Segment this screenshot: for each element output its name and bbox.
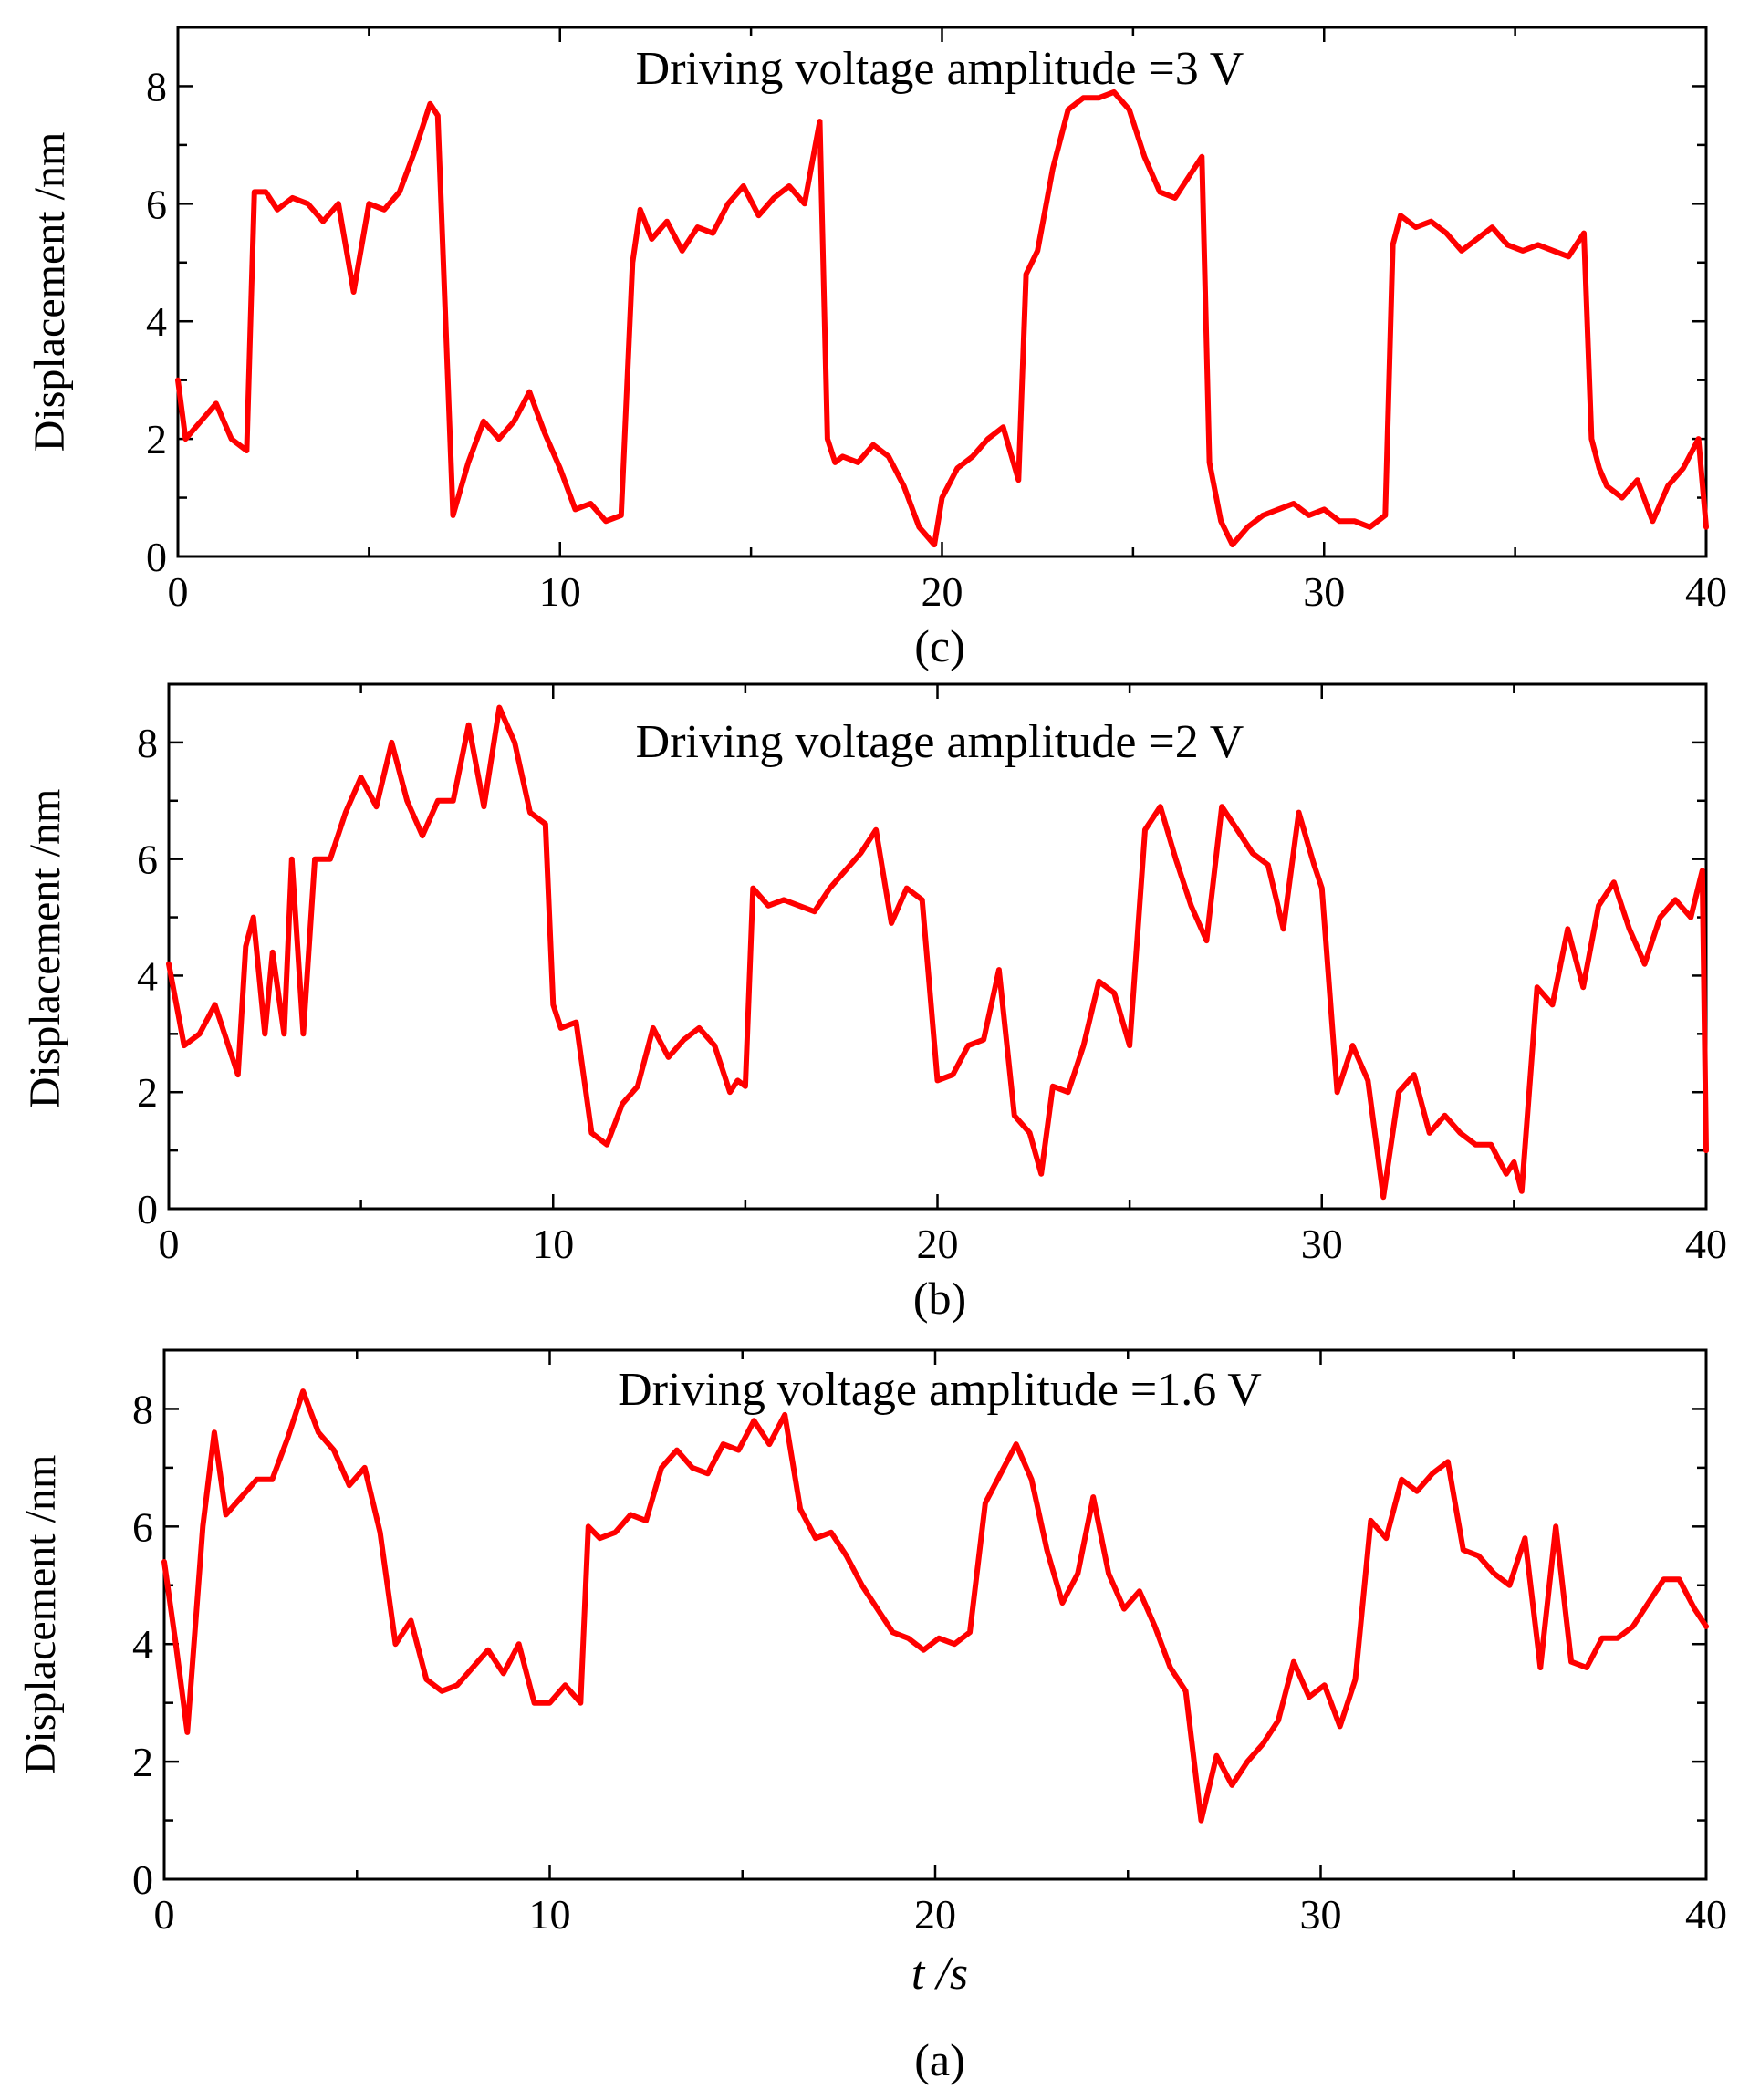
y-ticks: 0 2 4 6 8 — [146, 26, 1706, 580]
chart-title: Driving voltage amplitude =1.6 V — [618, 1364, 1262, 1416]
y-tick-label: 6 — [132, 1503, 153, 1550]
x-tick-label: 30 — [1301, 1221, 1343, 1267]
y-tick-label: 8 — [132, 1386, 153, 1432]
x-tick-label: 20 — [917, 1221, 959, 1267]
y-tick-label: 6 — [146, 181, 167, 227]
y-tick-label: 4 — [132, 1621, 153, 1668]
x-tick-label: 10 — [539, 568, 581, 615]
panel-b: 0 2 4 6 8 0 10 20 30 40 Driving voltage amplitud… — [21, 682, 1727, 1324]
y-tick-label: 0 — [137, 1186, 158, 1232]
series-lines — [161, 1388, 1709, 1824]
x-tick-label: 20 — [914, 1891, 956, 1938]
x-ticks: 0 10 20 30 40 — [159, 684, 1727, 1267]
x-tick-label: 40 — [1685, 1221, 1727, 1267]
chart-title: Driving voltage amplitude =3 V — [636, 43, 1244, 95]
y-tick-label: 0 — [132, 1856, 153, 1903]
x-tick-label: 40 — [1685, 1891, 1727, 1938]
x-axis-label: t /s — [911, 1948, 968, 2000]
x-tick-label: 10 — [529, 1891, 571, 1938]
y-axis-label: Displacement /nm — [16, 1455, 65, 1775]
y-tick-label: 4 — [146, 298, 167, 345]
series-lines — [166, 704, 1709, 1201]
panel-caption: (b) — [913, 1273, 966, 1324]
y-tick-label: 2 — [132, 1739, 153, 1785]
x-tick-label: 0 — [159, 1221, 180, 1267]
x-tick-label: 30 — [1303, 568, 1345, 615]
y-tick-label: 2 — [146, 416, 167, 463]
panel-c: 0 2 4 6 8 0 10 20 30 40 Driving voltage amplitud… — [26, 26, 1727, 671]
y-axis-label: Displacement /nm — [26, 132, 74, 452]
y-tick-label: 2 — [137, 1069, 158, 1116]
panel-caption: (c) — [914, 620, 965, 671]
y-tick-label: 8 — [146, 63, 167, 109]
panel-caption: (a) — [914, 2034, 965, 2085]
x-tick-label: 40 — [1685, 568, 1727, 615]
chart-title: Driving voltage amplitude =2 V — [636, 716, 1244, 768]
x-tick-label: 0 — [168, 568, 189, 615]
series-line-displacement — [175, 88, 1709, 548]
y-tick-label: 6 — [137, 837, 158, 883]
x-ticks: 0 10 20 30 40 — [154, 1350, 1727, 1938]
x-tick-label: 20 — [922, 568, 963, 615]
y-ticks: 0 2 4 6 8 — [132, 1348, 1706, 1903]
y-tick-label: 4 — [137, 952, 158, 999]
y-ticks: 0 2 4 6 8 — [137, 682, 1706, 1232]
series-line-displacement — [166, 704, 1709, 1201]
panel-a: 0 2 4 6 8 0 10 20 30 40 Driving voltage amplitud… — [16, 1348, 1727, 2085]
x-tick-label: 30 — [1300, 1891, 1342, 1938]
y-axis-label: Displacement /nm — [21, 789, 69, 1109]
y-tick-label: 0 — [146, 534, 167, 580]
y-tick-label: 8 — [137, 720, 158, 766]
series-line-displacement — [161, 1388, 1709, 1824]
x-tick-label: 0 — [154, 1891, 175, 1938]
x-tick-label: 10 — [532, 1221, 574, 1267]
x-ticks: 0 10 20 30 40 — [168, 27, 1727, 615]
series-lines — [175, 88, 1709, 548]
